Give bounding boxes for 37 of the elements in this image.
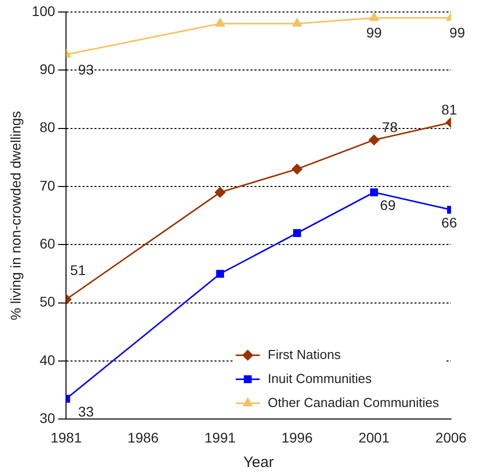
point (370, 188, 378, 196)
data-label: 81 (441, 101, 458, 118)
x-tick-label: 1996 (281, 429, 313, 446)
y-tick-label: 100 (32, 2, 56, 19)
data-label: 93 (78, 61, 94, 78)
data-label: 78 (382, 118, 398, 135)
x-tick-label: 2006 (435, 429, 467, 446)
point (216, 270, 224, 278)
y-tick-label: 80 (40, 119, 56, 136)
y-tick-label: 50 (40, 294, 56, 310)
y-tick-label: 60 (40, 236, 56, 252)
y-tick-label: 40 (40, 352, 56, 368)
legend-label: First Nations (268, 346, 342, 362)
point (293, 229, 301, 237)
legend-label: Other Canadian Communities (268, 394, 440, 410)
point (292, 164, 302, 174)
y-axis-title: % living in non-crowded dwellings (7, 110, 24, 320)
y-tick-label: 90 (40, 61, 56, 78)
data-label: 33 (78, 404, 94, 420)
point (292, 18, 302, 27)
x-tick-label: 2001 (358, 429, 390, 446)
y-tick-label: 70 (40, 177, 56, 194)
x-tick-label: 1981 (50, 429, 82, 446)
data-label: 66 (441, 214, 458, 231)
data-label: 99 (449, 24, 466, 41)
data-label: 51 (70, 262, 86, 278)
y-tick-label: 30 (40, 410, 56, 426)
x-tick-label: 1991 (204, 429, 236, 446)
point (369, 12, 379, 21)
data-label: 69 (380, 197, 396, 214)
point (215, 18, 225, 27)
data-label: 99 (366, 24, 382, 41)
point (368, 134, 380, 146)
x-axis-title: Year (243, 454, 274, 472)
point (214, 187, 226, 198)
legend-label: Inuit Communities (268, 370, 372, 386)
x-tick-label: 1986 (128, 429, 159, 446)
